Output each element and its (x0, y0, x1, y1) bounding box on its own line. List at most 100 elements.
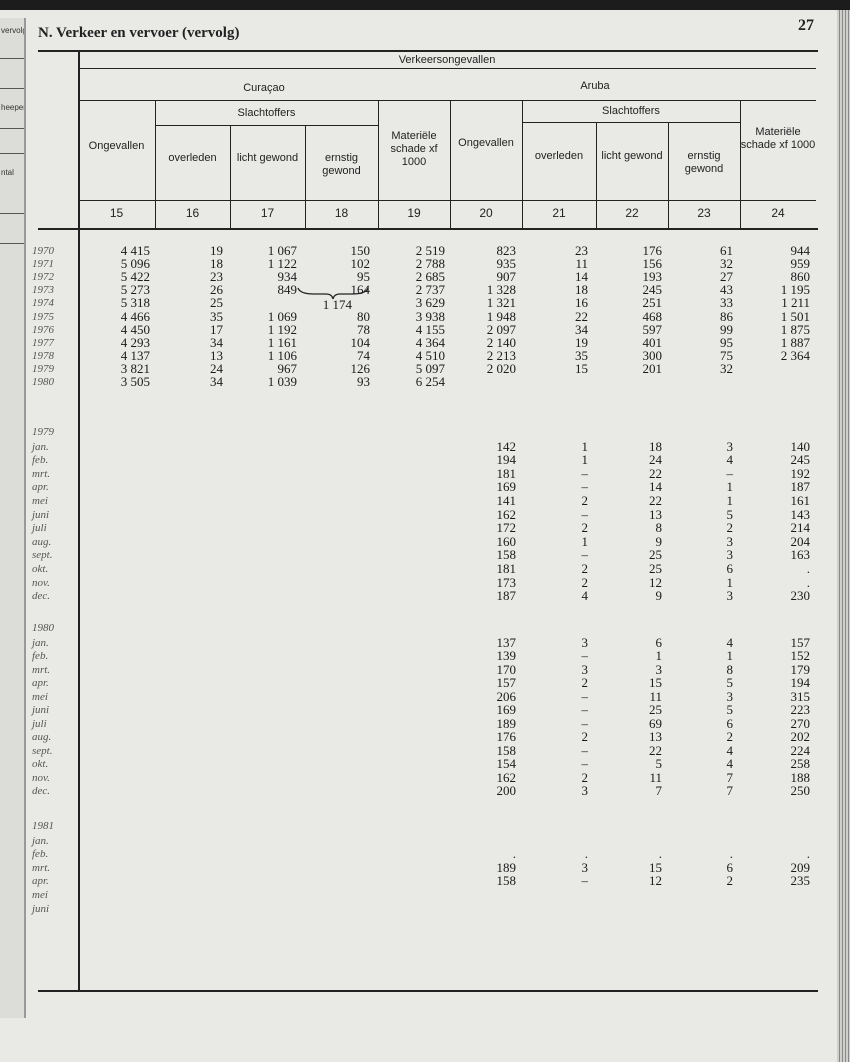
row-label: 1977 (32, 336, 54, 349)
table-cell: 4 450 (120, 321, 150, 337)
column-number: 19 (407, 206, 421, 220)
row-label: juni (32, 902, 50, 915)
table-cell: 1 (726, 479, 734, 495)
table-cell: 34 (210, 374, 223, 389)
table-cell: 5 (726, 506, 734, 522)
table-cell: 102 (350, 256, 371, 272)
table-cell: 3 (726, 688, 734, 704)
table-cell: 156 (642, 256, 663, 272)
column-header: Materiële schade xf 1000 (390, 130, 438, 168)
table-cell: 2 (726, 729, 734, 744)
document-page (0, 10, 837, 1062)
prev-page-label: ntal (1, 168, 14, 177)
table-cell: 1 039 (267, 374, 297, 389)
table-cell: 1 122 (267, 256, 297, 272)
table-cell: 78 (357, 321, 370, 337)
table-cell: – (581, 742, 589, 758)
column-number: 24 (771, 206, 785, 220)
row-label: juli (32, 717, 47, 730)
table-cell: 4 415 (120, 243, 150, 258)
table-cell: 137 (496, 634, 517, 650)
table-cell: 16 (575, 295, 588, 311)
row-label: 1972 (32, 271, 54, 284)
page-title: N. Verkeer en vervoer (vervolg) (38, 25, 240, 41)
table-cell: 161 (790, 493, 811, 508)
table-cell: 4 510 (415, 347, 445, 363)
table-cell: 2 788 (415, 256, 445, 272)
table-cell: 201 (642, 360, 663, 376)
table-cell: 1 211 (781, 295, 810, 311)
row-label: mrt. (32, 663, 51, 676)
table-cell: . (512, 846, 516, 862)
table-cell: 19 (575, 334, 588, 350)
table-cell: 7 (726, 783, 734, 798)
table-cell: 32 (720, 256, 733, 272)
table-cell: 3 (581, 859, 589, 875)
section-year-label: 1981 (32, 820, 54, 832)
table-cell: 4 466 (120, 308, 150, 324)
table-cell: 160 (496, 533, 517, 549)
table-cell: 32 (720, 360, 733, 376)
table-cell: 11 (649, 769, 662, 785)
table-cell: 176 (496, 729, 517, 744)
table-cell: 172 (496, 520, 517, 536)
table-cell: 5 (726, 675, 734, 690)
table-cell: 944 (790, 243, 811, 258)
table-cell: 1 948 (486, 308, 516, 324)
table-cell: 34 (575, 321, 588, 337)
table-cell: 24 (649, 452, 662, 468)
column-number: 15 (109, 206, 124, 220)
table-cell: 1 (726, 574, 734, 590)
table-cell: 80 (357, 308, 370, 324)
table-cell: – (581, 873, 589, 889)
table-cell: 187 (496, 588, 517, 604)
table-cell: 74 (357, 347, 370, 363)
row-label: mei (32, 690, 48, 703)
table-cell: 5 (655, 756, 663, 771)
table-cell: 202 (790, 729, 811, 744)
table-cell: 1 192 (267, 321, 297, 337)
table-cell: – (581, 688, 589, 704)
table-cell: 6 (726, 715, 734, 731)
table-cell: 4 (726, 742, 734, 758)
row-label: dec. (32, 785, 51, 797)
table-cell: . (584, 846, 588, 862)
table-cell: 176 (642, 243, 663, 258)
row-label: feb. (32, 454, 49, 467)
table-cell: 597 (642, 321, 663, 337)
table-cell: 188 (790, 769, 811, 785)
table-cell: 1 (581, 452, 589, 468)
super-header: Verkeersongevallen (398, 54, 496, 66)
table-cell: 19 (210, 243, 223, 258)
table-cell: 173 (496, 574, 517, 590)
table-cell: 3 (726, 438, 734, 454)
table-cell: 1 321 (486, 295, 516, 311)
column-header: Ongevallen (88, 140, 145, 152)
row-label: 1970 (32, 245, 54, 257)
table-cell: 6 (726, 561, 734, 576)
table-cell: 187 (790, 479, 811, 495)
table-cell: 18 (575, 282, 588, 298)
table-cell: 8 (655, 520, 663, 536)
table-cell: 22 (575, 308, 588, 324)
table-cell: 4 (581, 588, 589, 604)
table-cell: 23 (575, 243, 588, 258)
row-label: jan. (32, 440, 49, 453)
table-cell: 1 106 (267, 347, 297, 363)
table-cell: 4 (726, 452, 734, 468)
prev-page-label: vervolg (1, 26, 26, 35)
table-cell: 209 (790, 859, 811, 875)
table-cell: 907 (496, 269, 517, 285)
table-cell: 258 (790, 756, 811, 771)
table-cell: 9 (655, 533, 663, 549)
table-cell: 7 (655, 783, 663, 798)
table-cell: 11 (649, 688, 662, 704)
table-cell: 170 (496, 661, 517, 677)
row-label: dec. (32, 590, 51, 603)
table-cell: – (581, 479, 589, 495)
table-cell: 15 (649, 859, 662, 875)
table-cell: 152 (790, 648, 811, 663)
table-cell: 468 (642, 308, 663, 324)
table-cell: 157 (790, 634, 811, 650)
table-cell: 3 629 (415, 295, 445, 311)
